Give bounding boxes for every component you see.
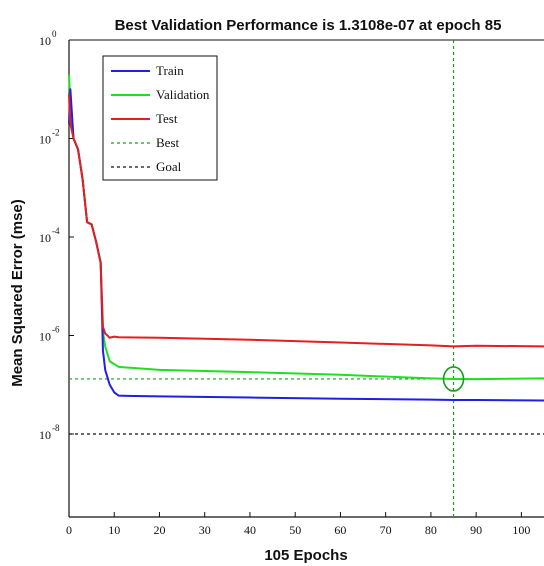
x-tick-label: 50 [289,523,301,537]
x-tick-label: 100 [512,523,530,537]
legend: Train Validation Test Best Goal [102,55,218,181]
y-tick-exponent: -4 [52,226,60,236]
x-tick-label: 80 [425,523,437,537]
y-tick-exponent: 0 [52,29,57,39]
y-tick-label: 10 [39,330,51,344]
y-tick-exponent: -2 [52,128,60,138]
x-tick-label: 0 [66,523,72,537]
legend-label-train: Train [156,63,184,78]
y-tick-exponent: -8 [52,423,60,433]
series-line-test [68,93,544,348]
y-axis-label: Mean Squared Error (mse) [9,199,26,387]
x-tick-label: 20 [153,523,165,537]
reference-lines [69,40,544,517]
legend-label-validation: Validation [156,87,210,102]
best-epoch-marker [442,366,465,392]
x-tick-label: 40 [244,523,256,537]
x-axis-label: 105 Epochs [264,547,347,564]
x-tick-label: 70 [380,523,392,537]
legend-label-test: Test [156,111,178,126]
y-tick-label: 10 [39,231,51,245]
y-tick-label: 10 [39,428,51,442]
x-tick-label: 30 [199,523,211,537]
chart-title: Best Validation Performance is 1.3108e-0… [115,17,502,34]
y-tick-label: 10 [39,133,51,147]
legend-label-goal: Goal [156,159,182,174]
x-tick-label: 90 [470,523,482,537]
x-tick-label: 60 [334,523,346,537]
markers [442,366,465,392]
y-tick-exponent: -6 [52,325,60,335]
legend-label-best: Best [156,135,180,150]
x-tick-label: 10 [108,523,120,537]
y-tick-label: 10 [39,34,51,48]
series-lines [68,74,544,402]
